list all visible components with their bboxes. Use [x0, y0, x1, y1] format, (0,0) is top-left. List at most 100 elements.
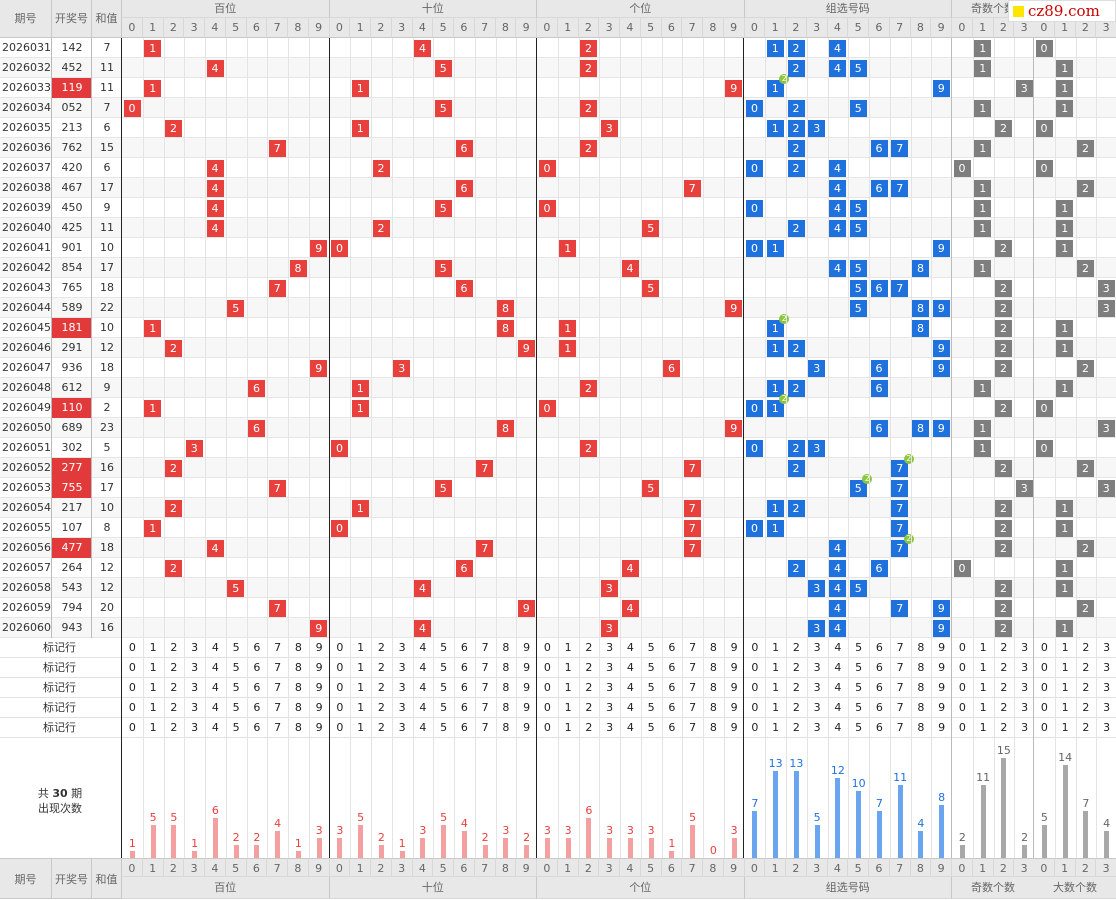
mark-cell[interactable]: 5: [440, 721, 448, 734]
mark-cell[interactable]: 0: [958, 721, 966, 734]
mark-cell[interactable]: 0: [336, 701, 344, 714]
mark-cell[interactable]: 5: [232, 641, 240, 654]
mark-cell[interactable]: 7: [896, 701, 904, 714]
mark-cell[interactable]: 6: [253, 681, 261, 694]
mark-cell[interactable]: 0: [1040, 701, 1048, 714]
mark-cell[interactable]: 1: [357, 721, 365, 734]
mark-cell[interactable]: 2: [170, 641, 178, 654]
mark-cell[interactable]: 4: [626, 661, 634, 674]
mark-cell[interactable]: 0: [128, 641, 136, 654]
mark-cell[interactable]: 5: [232, 701, 240, 714]
mark-cell[interactable]: 2: [792, 661, 800, 674]
mark-cell[interactable]: 8: [294, 681, 302, 694]
mark-cell[interactable]: 2: [1082, 701, 1090, 714]
mark-cell[interactable]: 4: [834, 661, 842, 674]
mark-cell[interactable]: 6: [668, 661, 676, 674]
mark-cell[interactable]: 6: [668, 721, 676, 734]
mark-cell[interactable]: 6: [875, 641, 883, 654]
mark-cell[interactable]: 5: [440, 661, 448, 674]
mark-cell[interactable]: 2: [585, 661, 593, 674]
mark-cell[interactable]: 4: [211, 661, 219, 674]
mark-cell[interactable]: 0: [543, 681, 551, 694]
mark-cell[interactable]: 2: [170, 721, 178, 734]
mark-cell[interactable]: 7: [481, 701, 489, 714]
mark-cell[interactable]: 4: [419, 661, 427, 674]
mark-cell[interactable]: 3: [1103, 641, 1111, 654]
mark-cell[interactable]: 3: [191, 661, 199, 674]
mark-cell[interactable]: 0: [128, 661, 136, 674]
mark-cell[interactable]: 3: [606, 641, 614, 654]
mark-cell[interactable]: 1: [772, 721, 780, 734]
mark-cell[interactable]: 6: [875, 661, 883, 674]
mark-cell[interactable]: 6: [668, 681, 676, 694]
mark-cell[interactable]: 2: [1082, 641, 1090, 654]
mark-cell[interactable]: 0: [1040, 661, 1048, 674]
site-logo[interactable]: cz89.com: [1008, 0, 1116, 22]
mark-cell[interactable]: 1: [357, 681, 365, 694]
mark-cell[interactable]: 7: [274, 641, 282, 654]
mark-cell[interactable]: 0: [751, 641, 759, 654]
mark-cell[interactable]: 8: [502, 641, 510, 654]
mark-cell[interactable]: 8: [294, 721, 302, 734]
mark-cell[interactable]: 3: [606, 681, 614, 694]
mark-cell[interactable]: 6: [253, 701, 261, 714]
mark-cell[interactable]: 4: [419, 701, 427, 714]
mark-cell[interactable]: 9: [938, 721, 946, 734]
mark-cell[interactable]: 1: [772, 681, 780, 694]
mark-cell[interactable]: 9: [315, 641, 323, 654]
mark-cell[interactable]: 2: [1000, 641, 1008, 654]
mark-cell[interactable]: 1: [772, 661, 780, 674]
mark-cell[interactable]: 0: [958, 641, 966, 654]
mark-cell[interactable]: 9: [315, 721, 323, 734]
mark-cell[interactable]: 1: [357, 701, 365, 714]
mark-cell[interactable]: 5: [232, 721, 240, 734]
mark-cell[interactable]: 0: [751, 661, 759, 674]
mark-cell[interactable]: 3: [606, 721, 614, 734]
mark-cell[interactable]: 3: [606, 661, 614, 674]
mark-cell[interactable]: 1: [564, 681, 572, 694]
mark-cell[interactable]: 9: [730, 721, 738, 734]
mark-cell[interactable]: 4: [211, 641, 219, 654]
mark-cell[interactable]: 3: [398, 641, 406, 654]
mark-cell[interactable]: 2: [1000, 681, 1008, 694]
mark-cell[interactable]: 4: [419, 721, 427, 734]
mark-cell[interactable]: 3: [1103, 721, 1111, 734]
mark-cell[interactable]: 1: [979, 721, 987, 734]
mark-cell[interactable]: 0: [336, 661, 344, 674]
mark-cell[interactable]: 2: [1082, 681, 1090, 694]
mark-cell[interactable]: 7: [689, 721, 697, 734]
mark-cell[interactable]: 7: [274, 721, 282, 734]
mark-cell[interactable]: 3: [398, 661, 406, 674]
mark-cell[interactable]: 3: [398, 701, 406, 714]
mark-cell[interactable]: 5: [440, 701, 448, 714]
mark-cell[interactable]: 1: [979, 661, 987, 674]
mark-cell[interactable]: 5: [647, 701, 655, 714]
mark-cell[interactable]: 0: [336, 641, 344, 654]
mark-cell[interactable]: 4: [419, 681, 427, 694]
mark-cell[interactable]: 1: [149, 681, 157, 694]
mark-cell[interactable]: 9: [938, 701, 946, 714]
mark-cell[interactable]: 7: [481, 661, 489, 674]
mark-cell[interactable]: 5: [855, 701, 863, 714]
mark-cell[interactable]: 3: [191, 641, 199, 654]
mark-cell[interactable]: 8: [709, 641, 717, 654]
mark-cell[interactable]: 0: [336, 681, 344, 694]
mark-cell[interactable]: 1: [979, 641, 987, 654]
mark-cell[interactable]: 0: [543, 721, 551, 734]
mark-cell[interactable]: 2: [1082, 721, 1090, 734]
mark-cell[interactable]: 9: [523, 721, 531, 734]
mark-cell[interactable]: 7: [274, 681, 282, 694]
mark-cell[interactable]: 1: [1061, 721, 1069, 734]
mark-cell[interactable]: 2: [377, 701, 385, 714]
mark-cell[interactable]: 7: [481, 721, 489, 734]
mark-cell[interactable]: 2: [377, 721, 385, 734]
mark-cell[interactable]: 1: [1061, 641, 1069, 654]
mark-cell[interactable]: 2: [792, 701, 800, 714]
mark-cell[interactable]: 3: [1021, 641, 1029, 654]
mark-cell[interactable]: 7: [689, 701, 697, 714]
mark-cell[interactable]: 9: [315, 701, 323, 714]
mark-cell[interactable]: 2: [170, 681, 178, 694]
mark-cell[interactable]: 6: [253, 721, 261, 734]
mark-cell[interactable]: 9: [315, 661, 323, 674]
mark-cell[interactable]: 8: [917, 701, 925, 714]
